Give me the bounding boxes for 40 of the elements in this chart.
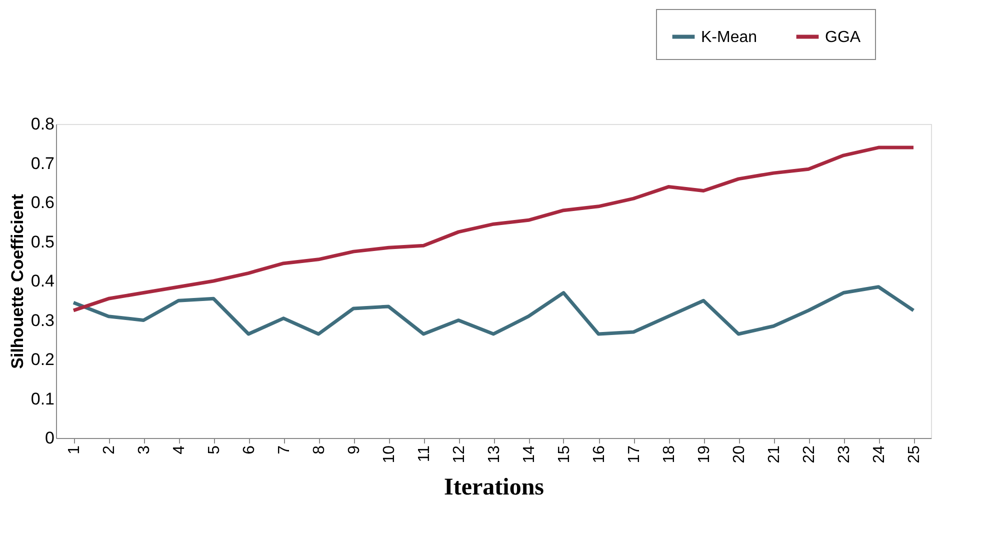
x-tick-label: 13 <box>486 445 503 464</box>
y-tick-label: 0.5 <box>30 232 54 252</box>
x-tick-label: 4 <box>171 445 188 454</box>
legend-label: GGA <box>825 28 861 46</box>
x-tick-label: 20 <box>731 445 748 464</box>
y-axis-title: Silhouette Coefficient <box>8 194 27 369</box>
y-tick-label: 0.3 <box>30 310 54 330</box>
x-tick-label: 7 <box>276 445 293 454</box>
y-tick-label: 0.4 <box>30 272 54 290</box>
y-tick-label: 0.1 <box>30 389 54 408</box>
x-tick-label: 19 <box>696 445 713 464</box>
x-tick-label: 24 <box>871 445 888 464</box>
x-tick-label: 25 <box>906 445 923 464</box>
x-tick-label: 9 <box>346 445 363 454</box>
x-tick-label: 8 <box>311 445 328 454</box>
y-tick-label: 0.2 <box>30 350 54 369</box>
x-tick-label: 16 <box>591 445 608 464</box>
y-tick-label: 0.7 <box>30 154 54 173</box>
x-tick-label: 21 <box>766 445 783 464</box>
x-tick-label: 5 <box>206 445 223 454</box>
legend-label: K-Mean <box>701 28 758 46</box>
line-series <box>72 285 916 336</box>
x-tick-label: 15 <box>556 445 573 464</box>
x-tick-label: 2 <box>101 445 118 454</box>
y-tick-label: 0 <box>45 428 54 448</box>
x-tick-label: 23 <box>836 445 853 464</box>
x-axis-title: Iterations <box>444 474 544 500</box>
y-tick-label: 0.8 <box>30 114 54 134</box>
y-tick-label: 0.6 <box>30 193 54 212</box>
x-tick-label: 14 <box>521 445 538 464</box>
x-tick-label: 18 <box>661 445 678 464</box>
x-tick-label: 3 <box>136 445 153 454</box>
x-tick-label: 6 <box>241 445 258 454</box>
x-tick-label: 1 <box>66 445 83 454</box>
x-tick-label: 17 <box>626 445 643 464</box>
x-tick-label: 10 <box>381 445 398 464</box>
x-tick-label: 22 <box>801 445 818 464</box>
x-tick-label: 11 <box>416 445 433 462</box>
line-series <box>72 146 916 312</box>
x-tick-label: 12 <box>451 445 468 464</box>
